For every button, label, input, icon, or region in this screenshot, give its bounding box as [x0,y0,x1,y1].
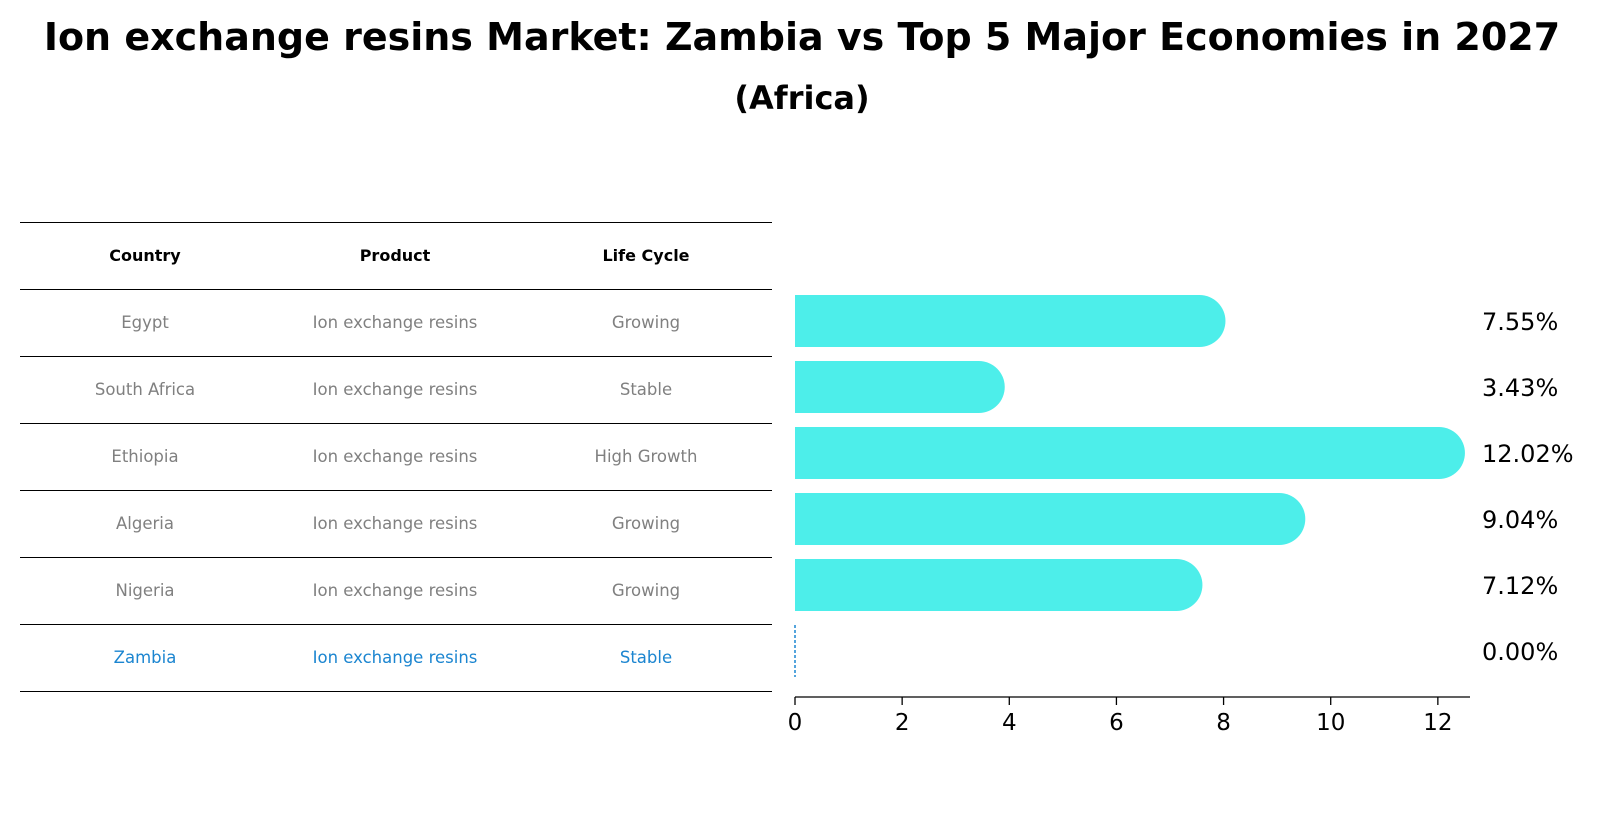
cell-life-cycle: High Growth [594,447,698,466]
bar-value-label: 9.04% [1482,506,1558,534]
cell-country: Nigeria [115,581,175,600]
table-header-row: Country Product Life Cycle [20,222,772,289]
chart-subtitle: (Africa) [734,79,870,117]
cell-country: Egypt [121,313,169,332]
x-tick-label: 8 [1216,710,1231,736]
bar-value-label: 12.02% [1482,440,1574,468]
cell-product: Ion exchange resins [312,514,478,533]
header-life-cycle: Life Cycle [602,246,690,265]
header-country: Country [109,246,181,265]
table-row: Algeria Ion exchange resins Growing [20,490,772,557]
cell-country: Zambia [113,648,177,667]
bar-value-label: 7.55% [1482,308,1558,336]
bar [795,361,1005,413]
cell-country: South Africa [94,380,196,399]
chart-title: Ion exchange resins Market: Zambia vs To… [43,15,1561,59]
x-tick-label: 2 [895,710,910,736]
x-tick-label: 4 [1002,710,1017,736]
cell-life-cycle: Stable [619,380,673,399]
cell-product: Ion exchange resins [312,313,478,332]
bar [795,427,1465,479]
country-table: Country Product Life Cycle Egypt Ion exc… [20,222,772,692]
bar [795,559,1203,611]
cell-country: Algeria [116,514,174,533]
bar [795,295,1226,347]
cell-life-cycle: Growing [611,313,681,332]
cell-life-cycle: Growing [611,514,681,533]
table-row: Nigeria Ion exchange resins Growing [20,557,772,624]
table-row: Egypt Ion exchange resins Growing [20,289,772,356]
cell-country: Ethiopia [111,447,179,466]
cell-product: Ion exchange resins [312,447,478,466]
bar-value-label: 7.12% [1482,572,1558,600]
cell-product: Ion exchange resins [312,380,478,399]
cell-life-cycle: Stable [619,648,673,667]
cell-product: Ion exchange resins [312,648,478,667]
x-tick-label: 6 [1109,710,1124,736]
table-row: Ethiopia Ion exchange resins High Growth [20,423,772,490]
table-row: South Africa Ion exchange resins Stable [20,356,772,423]
cell-life-cycle: Growing [611,581,681,600]
x-tick-label: 12 [1423,710,1452,736]
header-product: Product [359,246,431,265]
bar-value-label: 0.00% [1482,638,1558,666]
x-tick-label: 10 [1316,710,1345,736]
x-tick-label: 0 [788,710,803,736]
table-row-highlight: Zambia Ion exchange resins Stable [20,624,772,692]
bar-value-label: 3.43% [1482,374,1558,402]
cell-product: Ion exchange resins [312,581,478,600]
bar [795,493,1306,545]
